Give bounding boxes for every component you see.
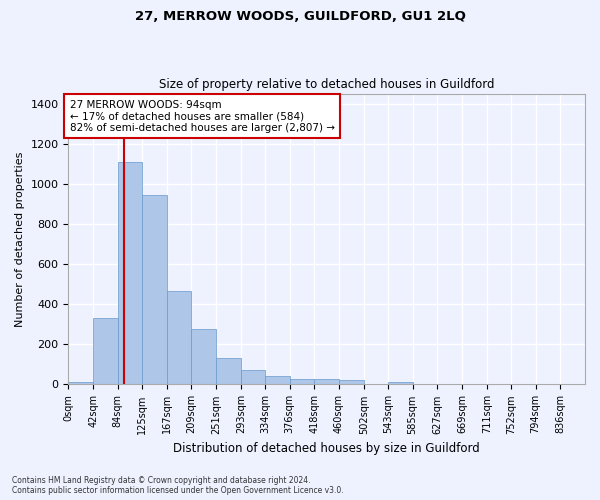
Text: 27 MERROW WOODS: 94sqm
← 17% of detached houses are smaller (584)
82% of semi-de: 27 MERROW WOODS: 94sqm ← 17% of detached… <box>70 100 335 133</box>
Bar <box>290 380 314 384</box>
Bar <box>118 162 142 384</box>
Bar <box>216 358 241 384</box>
Bar <box>167 291 191 384</box>
Bar <box>265 376 290 384</box>
Title: Size of property relative to detached houses in Guildford: Size of property relative to detached ho… <box>159 78 494 91</box>
Bar <box>314 380 339 384</box>
Text: Contains HM Land Registry data © Crown copyright and database right 2024.
Contai: Contains HM Land Registry data © Crown c… <box>12 476 344 495</box>
Bar <box>68 382 93 384</box>
Text: 27, MERROW WOODS, GUILDFORD, GU1 2LQ: 27, MERROW WOODS, GUILDFORD, GU1 2LQ <box>134 10 466 23</box>
Bar <box>142 195 167 384</box>
Bar <box>388 382 413 384</box>
Bar <box>241 370 265 384</box>
Bar <box>339 380 364 384</box>
Bar <box>93 318 118 384</box>
Y-axis label: Number of detached properties: Number of detached properties <box>15 152 25 326</box>
X-axis label: Distribution of detached houses by size in Guildford: Distribution of detached houses by size … <box>173 442 480 455</box>
Bar <box>191 330 216 384</box>
